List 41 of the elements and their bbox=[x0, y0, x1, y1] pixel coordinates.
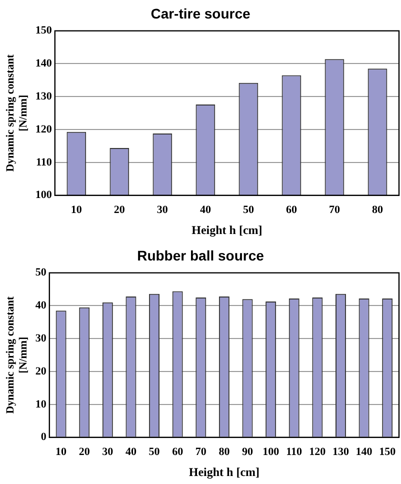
y-tick-label: 50 bbox=[35, 266, 47, 279]
y-tick-label: 120 bbox=[35, 123, 52, 136]
y-tick-label: 40 bbox=[35, 300, 47, 312]
x-tick-label: 140 bbox=[356, 446, 373, 458]
y-tick-label: 10 bbox=[35, 398, 47, 410]
chart-title: Rubber ball source bbox=[137, 247, 264, 264]
x-tick-label: 20 bbox=[114, 204, 126, 216]
y-tick-label: 100 bbox=[35, 189, 52, 202]
x-tick-label: 100 bbox=[262, 446, 280, 458]
x-tick-label: 50 bbox=[148, 446, 160, 458]
y-tick-label: 110 bbox=[36, 156, 52, 168]
x-tick-label: 20 bbox=[78, 446, 90, 458]
y-tick-label: 20 bbox=[35, 365, 47, 378]
x-tick-label: 40 bbox=[125, 446, 137, 458]
x-tick-label: 10 bbox=[70, 204, 82, 216]
x-tick-label: 80 bbox=[372, 204, 384, 216]
x-tick-label: 70 bbox=[328, 204, 340, 216]
x-tick-label: 50 bbox=[242, 204, 254, 216]
x-tick-label: 150 bbox=[379, 446, 396, 458]
x-tick-label: 30 bbox=[102, 446, 114, 458]
x-axis-title: Height h [cm] bbox=[192, 222, 262, 237]
x-tick-label: 70 bbox=[195, 446, 207, 458]
x-axis-title: Height h [cm] bbox=[188, 464, 260, 479]
y-tick-label: 150 bbox=[35, 24, 52, 37]
y-tick-label: 130 bbox=[35, 90, 52, 102]
x-tick-label: 110 bbox=[286, 446, 303, 458]
x-tick-label: 40 bbox=[200, 204, 212, 216]
x-tick-label: 120 bbox=[309, 446, 326, 458]
x-tick-label: 90 bbox=[242, 446, 254, 458]
x-tick-label: 80 bbox=[218, 446, 230, 458]
y-axis-title: Dynamic spring constant [N/mm] bbox=[4, 54, 30, 172]
x-tick-label: 30 bbox=[156, 204, 168, 216]
y-axis-title: Dynamic spring constant [N/mm] bbox=[4, 296, 30, 414]
y-tick-label: 0 bbox=[40, 431, 47, 444]
x-tick-label: 60 bbox=[172, 446, 184, 458]
y-tick-label: 30 bbox=[35, 332, 47, 344]
y-tick-label: 140 bbox=[35, 58, 52, 70]
chart-title: Car-tire source bbox=[150, 5, 251, 22]
x-tick-label: 10 bbox=[56, 446, 68, 458]
x-tick-label: 60 bbox=[286, 204, 298, 216]
x-tick-label: 130 bbox=[332, 446, 350, 458]
